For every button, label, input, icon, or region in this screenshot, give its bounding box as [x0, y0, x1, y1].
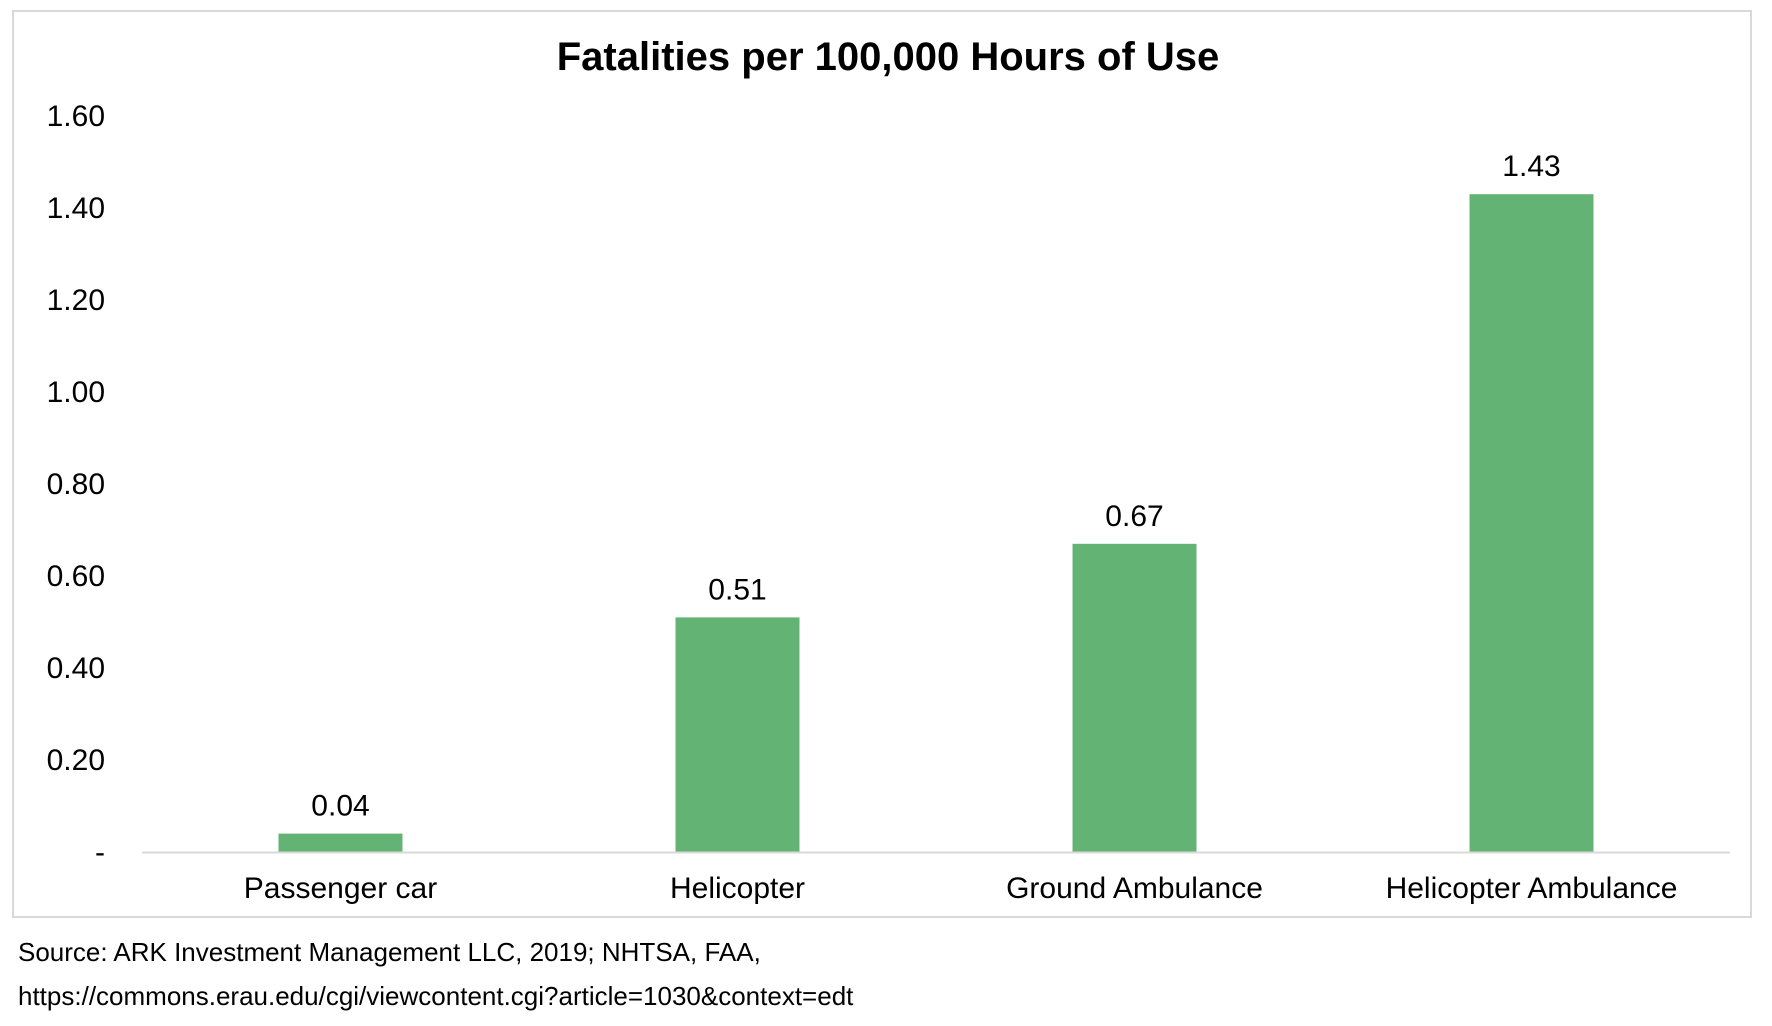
chart-frame [12, 10, 1752, 918]
chart-title: Fatalities per 100,000 Hours of Use [557, 35, 1220, 79]
data-label: 0.67 [1105, 500, 1163, 533]
data-label: 0.04 [311, 790, 369, 823]
y-tick-label: 0.40 [47, 652, 105, 685]
source-line-2[interactable]: https://commons.erau.edu/cgi/viewcontent… [18, 981, 854, 1011]
bars [278, 194, 1594, 852]
data-label: 0.51 [708, 573, 766, 606]
y-tick-label: - [95, 836, 105, 869]
y-axis: - 0.20 0.40 0.60 0.80 1.00 1.20 1.40 1.60 [47, 100, 105, 869]
y-tick-label: 0.60 [47, 560, 105, 593]
bar-passenger-car [278, 833, 403, 852]
bar-helicopter [675, 617, 800, 852]
x-category-label: Helicopter [670, 872, 805, 905]
bar-helicopter-ambulance [1469, 194, 1594, 852]
x-category-label: Passenger car [244, 872, 437, 905]
y-tick-label: 1.20 [47, 284, 105, 317]
y-tick-label: 1.00 [47, 376, 105, 409]
source-note: Source: ARK Investment Management LLC, 2… [18, 930, 853, 1018]
y-tick-label: 1.60 [47, 100, 105, 133]
bar-ground-ambulance [1072, 543, 1197, 852]
y-tick-label: 1.40 [47, 192, 105, 225]
data-label: 1.43 [1502, 150, 1560, 183]
y-tick-label: 0.80 [47, 468, 105, 501]
y-tick-label: 0.20 [47, 744, 105, 777]
x-category-label: Helicopter Ambulance [1386, 872, 1678, 905]
x-axis: Passenger car Helicopter Ground Ambulance H… [142, 851, 1730, 905]
x-category-label: Ground Ambulance [1006, 872, 1263, 905]
data-labels: 0.04 0.51 0.67 1.43 [311, 150, 1560, 822]
source-line-1: Source: ARK Investment Management LLC, 2… [18, 937, 761, 967]
